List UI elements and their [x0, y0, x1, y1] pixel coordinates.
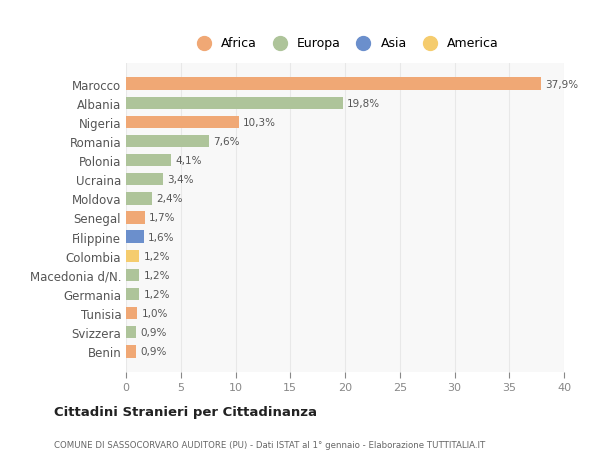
Text: 2,4%: 2,4%	[157, 194, 183, 204]
Bar	[126, 288, 139, 301]
Legend: Africa, Europa, Asia, America: Africa, Europa, Asia, America	[187, 34, 503, 54]
Bar	[126, 117, 239, 129]
Bar	[126, 174, 163, 186]
Text: 1,0%: 1,0%	[142, 308, 168, 319]
Text: 0,9%: 0,9%	[140, 328, 167, 337]
Text: 1,2%: 1,2%	[143, 251, 170, 261]
Bar	[126, 307, 137, 319]
Text: 3,4%: 3,4%	[167, 175, 194, 185]
Text: 4,1%: 4,1%	[175, 156, 202, 166]
Text: COMUNE DI SASSOCORVARO AUDITORE (PU) - Dati ISTAT al 1° gennaio - Elaborazione T: COMUNE DI SASSOCORVARO AUDITORE (PU) - D…	[54, 441, 485, 449]
Text: 1,2%: 1,2%	[143, 270, 170, 280]
Bar	[126, 212, 145, 224]
Bar	[126, 155, 171, 167]
Text: 37,9%: 37,9%	[545, 79, 578, 90]
Text: 1,6%: 1,6%	[148, 232, 175, 242]
Text: 19,8%: 19,8%	[347, 99, 380, 108]
Bar	[126, 135, 209, 148]
Text: 7,6%: 7,6%	[214, 137, 240, 147]
Bar	[126, 97, 343, 110]
Bar	[126, 231, 143, 243]
Text: Cittadini Stranieri per Cittadinanza: Cittadini Stranieri per Cittadinanza	[54, 405, 317, 419]
Bar	[126, 346, 136, 358]
Bar	[126, 250, 139, 263]
Text: 1,2%: 1,2%	[143, 289, 170, 299]
Text: 1,7%: 1,7%	[149, 213, 175, 223]
Bar	[126, 326, 136, 339]
Text: 0,9%: 0,9%	[140, 347, 167, 357]
Bar	[126, 193, 152, 205]
Text: 10,3%: 10,3%	[243, 118, 276, 128]
Bar	[126, 269, 139, 281]
Bar	[126, 78, 541, 90]
